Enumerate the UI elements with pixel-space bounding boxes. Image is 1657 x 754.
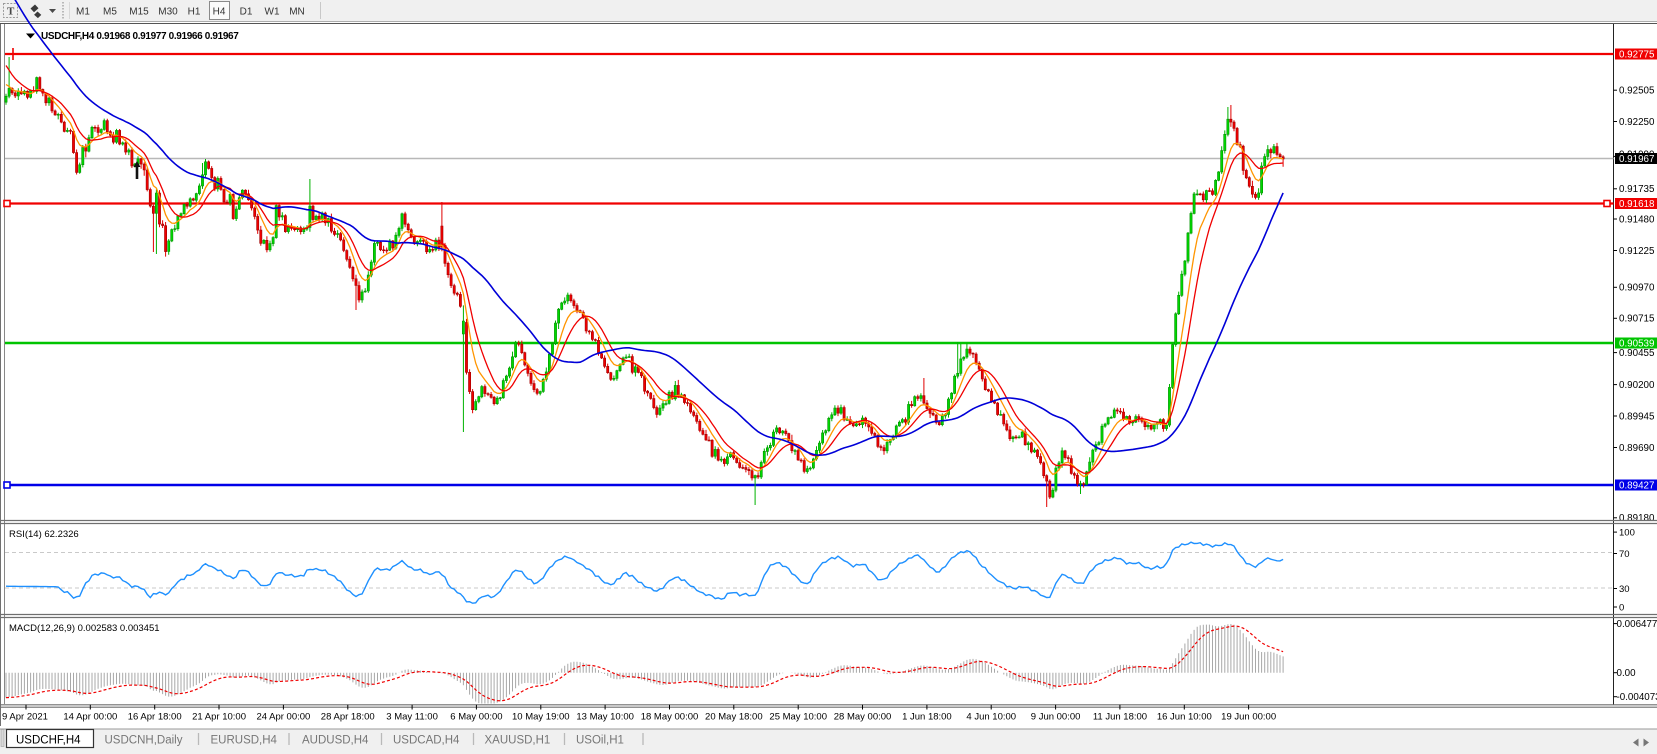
svg-text:USDCNH,Daily: USDCNH,Daily xyxy=(105,735,183,747)
svg-text:9 Jun 00:00: 9 Jun 00:00 xyxy=(1031,712,1081,723)
svg-text:T: T xyxy=(7,6,15,18)
svg-text:19 Jun 00:00: 19 Jun 00:00 xyxy=(1221,712,1276,723)
svg-text:0.91735: 0.91735 xyxy=(1619,184,1655,195)
svg-text:0: 0 xyxy=(1619,602,1624,613)
svg-text:0.91618: 0.91618 xyxy=(1619,199,1655,210)
svg-text:0.90455: 0.90455 xyxy=(1619,348,1655,359)
svg-text:M30: M30 xyxy=(158,7,178,18)
svg-text:XAUUSD,H1: XAUUSD,H1 xyxy=(485,735,551,747)
svg-text:M15: M15 xyxy=(129,7,149,18)
svg-text:-0.004073: -0.004073 xyxy=(1617,692,1657,703)
svg-text:18 May 00:00: 18 May 00:00 xyxy=(641,712,699,723)
svg-text:H4: H4 xyxy=(213,7,226,18)
svg-text:USDCHF,H4 0.91968 0.91977 0.9: USDCHF,H4 0.91968 0.91977 0.91966 0.9196… xyxy=(41,31,239,42)
svg-text:0.92775: 0.92775 xyxy=(1619,50,1655,61)
svg-text:0.90539: 0.90539 xyxy=(1619,339,1654,350)
svg-text:16 Jun 10:00: 16 Jun 10:00 xyxy=(1157,712,1212,723)
svg-text:0.00: 0.00 xyxy=(1617,668,1637,679)
svg-text:0.92250: 0.92250 xyxy=(1619,117,1655,128)
svg-text:14 Apr 00:00: 14 Apr 00:00 xyxy=(63,712,117,723)
svg-text:16 Apr 18:00: 16 Apr 18:00 xyxy=(128,712,182,723)
svg-text:20 May 18:00: 20 May 18:00 xyxy=(705,712,763,723)
svg-text:EURUSD,H4: EURUSD,H4 xyxy=(211,735,278,747)
svg-text:9 Apr 2021: 9 Apr 2021 xyxy=(2,712,48,723)
svg-text:21 Apr 10:00: 21 Apr 10:00 xyxy=(192,712,246,723)
svg-text:0.90715: 0.90715 xyxy=(1619,314,1655,325)
svg-text:0.89690: 0.89690 xyxy=(1619,443,1655,454)
svg-text:0.89427: 0.89427 xyxy=(1619,481,1654,492)
svg-text:24 Apr 00:00: 24 Apr 00:00 xyxy=(256,712,310,723)
svg-text:USDCHF,H4: USDCHF,H4 xyxy=(16,735,81,747)
svg-text:H1: H1 xyxy=(188,7,201,18)
svg-text:AUDUSD,H4: AUDUSD,H4 xyxy=(302,735,369,747)
svg-text:0.90200: 0.90200 xyxy=(1619,380,1655,391)
svg-text:USDCAD,H4: USDCAD,H4 xyxy=(393,735,460,747)
svg-text:USOil,H1: USOil,H1 xyxy=(576,735,624,747)
svg-text:0.90970: 0.90970 xyxy=(1619,283,1655,294)
svg-text:28 May 00:00: 28 May 00:00 xyxy=(834,712,892,723)
svg-text:100: 100 xyxy=(1619,528,1635,539)
svg-text:0.89180: 0.89180 xyxy=(1619,513,1655,524)
svg-text:10 May 19:00: 10 May 19:00 xyxy=(512,712,570,723)
svg-text:30: 30 xyxy=(1619,584,1630,595)
svg-text:M5: M5 xyxy=(103,7,117,18)
svg-text:0.91967: 0.91967 xyxy=(1619,154,1654,165)
svg-text:6 May 00:00: 6 May 00:00 xyxy=(450,712,502,723)
svg-text:0.92505: 0.92505 xyxy=(1619,86,1655,97)
svg-text:D1: D1 xyxy=(240,7,253,18)
svg-text:MN: MN xyxy=(289,7,305,18)
svg-text:70: 70 xyxy=(1619,549,1630,560)
svg-text:25 May 10:00: 25 May 10:00 xyxy=(769,712,827,723)
svg-text:0.91480: 0.91480 xyxy=(1619,214,1655,225)
svg-text:0.89945: 0.89945 xyxy=(1619,411,1655,422)
svg-text:4 Jun 10:00: 4 Jun 10:00 xyxy=(966,712,1016,723)
svg-text:M1: M1 xyxy=(76,7,90,18)
svg-text:RSI(14) 62.2326: RSI(14) 62.2326 xyxy=(9,529,79,540)
svg-text:W1: W1 xyxy=(265,7,280,18)
svg-text:0.006477: 0.006477 xyxy=(1617,619,1657,630)
svg-text:MACD(12,26,9) 0.002583 0.00345: MACD(12,26,9) 0.002583 0.003451 xyxy=(9,623,160,634)
svg-text:11 Jun 18:00: 11 Jun 18:00 xyxy=(1093,712,1147,723)
svg-text:0.91225: 0.91225 xyxy=(1619,246,1655,257)
svg-text:28 Apr 18:00: 28 Apr 18:00 xyxy=(321,712,375,723)
svg-text:3 May 11:00: 3 May 11:00 xyxy=(386,712,438,723)
svg-text:13 May 10:00: 13 May 10:00 xyxy=(576,712,634,723)
svg-text:1 Jun 18:00: 1 Jun 18:00 xyxy=(902,712,952,723)
